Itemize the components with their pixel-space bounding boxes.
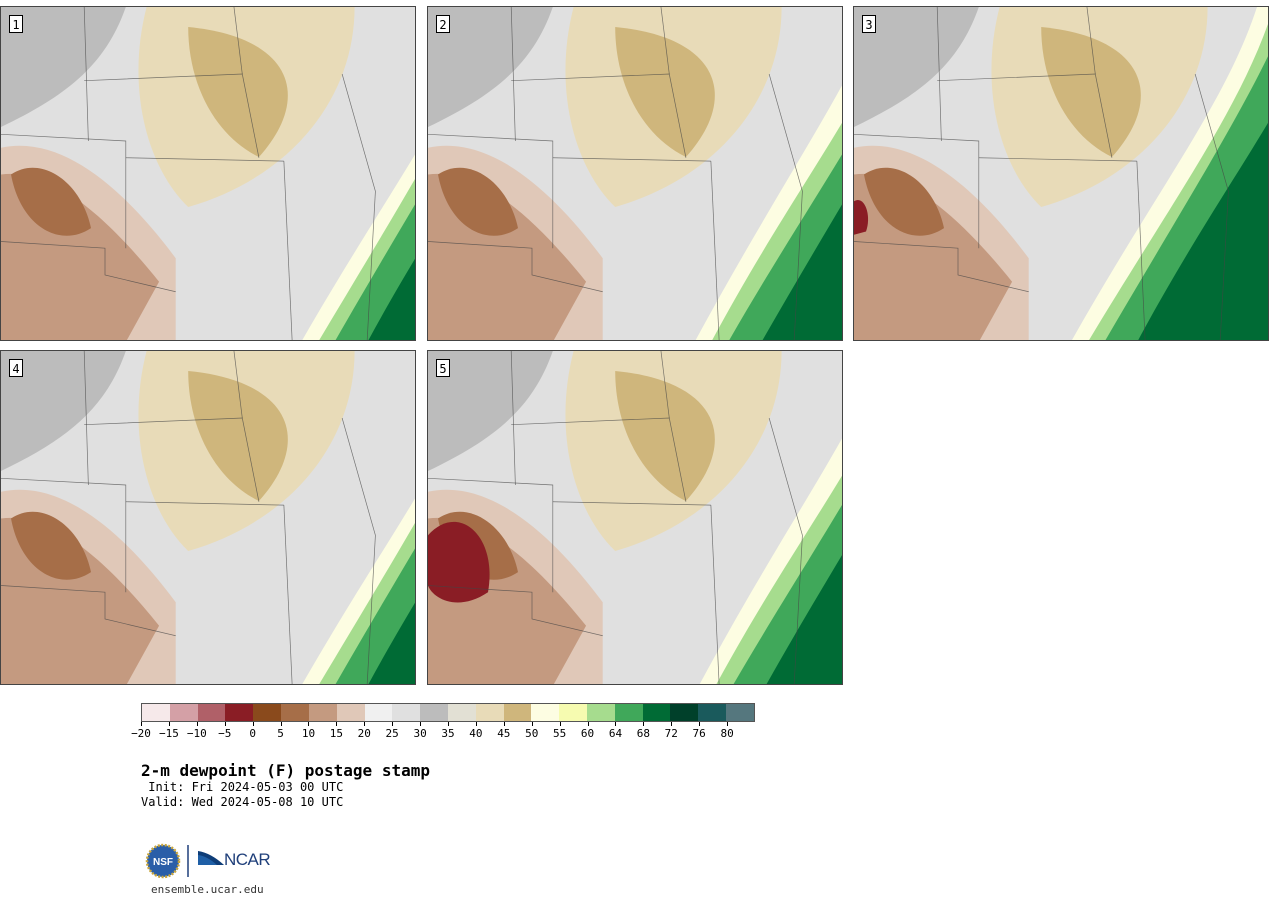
colorbar-swatch-6	[308, 704, 337, 721]
colorbar-swatch-1	[169, 704, 198, 721]
init-time: Init: Fri 2024-05-03 00 UTC	[141, 780, 344, 794]
panel-number: 5	[436, 359, 450, 377]
colorbar-tick-label: 40	[469, 727, 483, 740]
colorbar-tick-label: −10	[186, 727, 207, 740]
colorbar-swatch-9	[392, 704, 421, 721]
stamp-panel-3: 3	[853, 6, 1269, 341]
colorbar-tick	[727, 722, 729, 726]
colorbar-tick	[559, 722, 561, 726]
colorbar-tick-label: 15	[329, 727, 343, 740]
colorbar-tick	[420, 722, 422, 726]
dewpoint-map-4	[1, 351, 415, 684]
colorbar-swatch-21	[726, 704, 754, 721]
colorbar-swatch-7	[336, 704, 365, 721]
colorbar-tick-label: −20	[131, 727, 151, 740]
dewpoint-map-2	[428, 7, 842, 340]
colorbar-tick-label: 20	[357, 727, 371, 740]
colorbar-swatch-15	[559, 704, 587, 721]
colorbar-tick	[141, 722, 142, 726]
colorbar-tick-label: 10	[301, 727, 316, 740]
colorbar-swatch-4	[253, 704, 282, 721]
colorbar-tick-label: 72	[664, 727, 678, 740]
colorbar-swatch-10	[420, 704, 448, 721]
colorbar-tick	[224, 722, 226, 726]
dewpoint-map-1	[1, 7, 415, 340]
colorbar-tick-label: 76	[692, 727, 706, 740]
colorbar-swatch-20	[698, 704, 727, 721]
dewpoint-map-5	[428, 351, 842, 684]
colorbar-tick	[615, 722, 617, 726]
panel-number: 3	[862, 15, 876, 33]
colorbar-tick	[196, 722, 198, 726]
colorbar-tick	[503, 722, 505, 726]
panel-number: 4	[9, 359, 23, 377]
colorbar-swatch-3	[225, 704, 254, 721]
colorbar-tick-label: 35	[441, 727, 455, 740]
colorbar-tick-label: 30	[413, 727, 427, 740]
colorbar-tick	[671, 722, 673, 726]
colorbar-swatch-17	[614, 704, 643, 721]
stamp-panel-4: 4	[0, 350, 416, 685]
colorbar-tick-label: 0	[249, 727, 256, 740]
colorbar-tick	[364, 722, 366, 726]
colorbar-tick	[308, 722, 310, 726]
colorbar-tick	[531, 722, 533, 726]
colorbar-swatch-0	[142, 704, 170, 721]
colorbar-swatch-11	[447, 704, 476, 721]
chart-title: 2-m dewpoint (F) postage stamp	[141, 761, 430, 780]
colorbar-swatch-12	[475, 704, 504, 721]
colorbar-tick-label: 64	[608, 727, 623, 740]
colorbar-tick	[252, 722, 254, 726]
colorbar-tick-label: 55	[553, 727, 567, 740]
panel-number: 2	[436, 15, 450, 33]
colorbar-swatch-18	[642, 704, 671, 721]
colorbar-tick-label: 45	[497, 727, 511, 740]
colorbar-tick-label: 50	[525, 727, 539, 740]
colorbar-tick	[475, 722, 477, 726]
stamp-panel-1: 1	[0, 6, 416, 341]
website-url: ensemble.ucar.edu	[151, 883, 264, 896]
colorbar-tick	[587, 722, 589, 726]
colorbar-tick-label: 60	[580, 727, 595, 740]
colorbar-swatch-16	[587, 704, 615, 721]
ncar-logo-text: NCAR	[224, 850, 270, 869]
colorbar-tick	[643, 722, 645, 726]
colorbar-swatch-13	[503, 704, 532, 721]
nsf-ncar-logo: NSF NCAR	[145, 843, 271, 879]
colorbar-tick	[336, 722, 338, 726]
colorbar-tick-label: 80	[720, 727, 734, 740]
colorbar-ticks: −20 −15 −10 −5 0 5 10 15 20 25 30 35 40 45 50 55 60 64 68 7…	[131, 722, 755, 742]
stamp-panel-5: 5	[427, 350, 843, 685]
colorbar-swatch-19	[670, 704, 699, 721]
colorbar-tick-label: 25	[385, 727, 399, 740]
colorbar-tick	[448, 722, 449, 726]
dewpoint-map-3	[854, 7, 1268, 340]
valid-time: Valid: Wed 2024-05-08 10 UTC	[141, 795, 344, 809]
colorbar-swatch-2	[197, 704, 226, 721]
colorbar-swatch-8	[364, 704, 393, 721]
colorbar-tick-label: −5	[218, 727, 232, 740]
colorbar-tick-label: −15	[158, 727, 179, 740]
colorbar-tick	[392, 722, 394, 726]
colorbar-tick	[168, 722, 170, 726]
colorbar-tick	[280, 722, 282, 726]
colorbar-tick-label: 5	[277, 727, 284, 740]
colorbar-swatch-5	[281, 704, 309, 721]
panel-number: 1	[9, 15, 23, 33]
nsf-logo-text: NSF	[153, 857, 173, 868]
colorbar-swatch-14	[531, 704, 560, 721]
dewpoint-colorbar	[141, 703, 755, 722]
colorbar-tick	[699, 722, 701, 726]
stamp-panel-2: 2	[427, 6, 843, 341]
colorbar-tick-label: 68	[636, 727, 650, 740]
